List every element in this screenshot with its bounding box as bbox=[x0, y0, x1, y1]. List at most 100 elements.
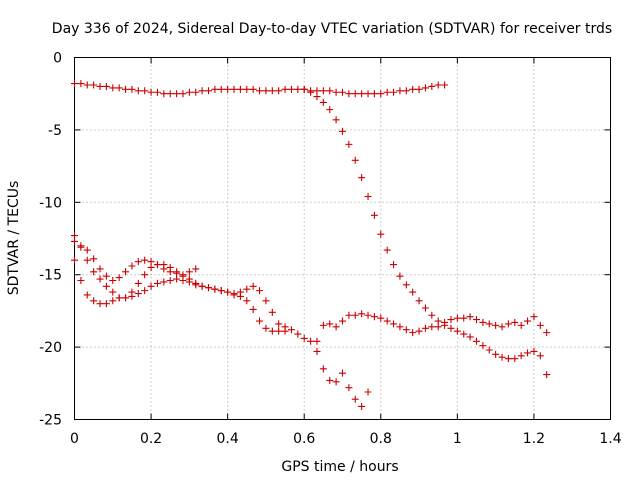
x-axis-tick-labels: 0 0.2 0.4 0.6 0.8 1 1.2 1.4 bbox=[70, 431, 622, 447]
x-tick-label: 1 bbox=[453, 431, 462, 447]
data-point bbox=[141, 256, 149, 264]
data-point bbox=[421, 84, 429, 92]
data-point bbox=[319, 87, 327, 95]
data-point bbox=[83, 246, 91, 254]
data-point bbox=[217, 287, 225, 295]
data-point bbox=[326, 376, 334, 384]
data-point bbox=[313, 347, 321, 355]
data-point bbox=[256, 287, 264, 295]
data-point bbox=[351, 395, 359, 403]
data-point bbox=[351, 156, 359, 164]
data-point bbox=[173, 269, 181, 277]
x-tick-label: 0.2 bbox=[140, 431, 162, 447]
data-point bbox=[428, 311, 436, 319]
data-point bbox=[377, 90, 385, 98]
data-point bbox=[166, 90, 174, 98]
x-tick-label: 0.8 bbox=[370, 431, 392, 447]
data-point bbox=[109, 276, 117, 284]
data-point bbox=[370, 90, 378, 98]
data-point bbox=[185, 88, 193, 96]
data-point bbox=[402, 326, 410, 334]
data-point bbox=[313, 337, 321, 345]
data-point bbox=[473, 337, 480, 345]
data-point bbox=[249, 305, 257, 313]
data-point bbox=[415, 85, 423, 93]
data-point bbox=[383, 317, 391, 325]
data-point bbox=[319, 321, 327, 329]
data-point bbox=[224, 288, 232, 296]
data-point bbox=[390, 88, 398, 96]
data-point bbox=[345, 140, 353, 148]
series-track-e bbox=[71, 237, 289, 335]
data-point bbox=[134, 290, 142, 298]
data-point bbox=[90, 255, 98, 263]
data-point bbox=[517, 352, 525, 360]
data-point bbox=[268, 87, 276, 95]
data-point bbox=[211, 85, 219, 93]
data-point bbox=[109, 288, 117, 296]
data-point bbox=[351, 311, 359, 319]
data-marks bbox=[71, 80, 551, 410]
data-point bbox=[249, 282, 257, 290]
data-point bbox=[530, 347, 538, 355]
data-point bbox=[77, 80, 85, 88]
data-point bbox=[358, 90, 366, 98]
data-point bbox=[147, 88, 155, 96]
data-point bbox=[441, 318, 449, 326]
data-point bbox=[307, 88, 315, 96]
data-point bbox=[134, 279, 142, 287]
data-point bbox=[339, 88, 346, 96]
data-point bbox=[332, 88, 340, 96]
data-point bbox=[275, 87, 283, 95]
x-tick-label: 0.4 bbox=[217, 431, 239, 447]
data-point bbox=[243, 285, 251, 293]
data-point bbox=[453, 327, 461, 335]
data-point bbox=[115, 84, 123, 92]
x-tick-label: 1.2 bbox=[523, 431, 545, 447]
data-point bbox=[383, 88, 391, 96]
y-axis-tick-labels: 0 -5 -10 -15 -20 -25 bbox=[39, 51, 62, 429]
data-point bbox=[262, 324, 270, 332]
data-point bbox=[498, 323, 506, 331]
y-tick-label: -5 bbox=[48, 123, 62, 139]
data-point bbox=[396, 272, 404, 280]
data-point bbox=[205, 284, 212, 292]
series-track-b bbox=[300, 85, 551, 379]
data-point bbox=[524, 349, 532, 357]
data-point bbox=[543, 329, 551, 337]
data-point bbox=[230, 85, 238, 93]
data-point bbox=[211, 285, 219, 293]
data-point bbox=[224, 85, 232, 93]
data-point bbox=[115, 294, 123, 302]
data-point bbox=[402, 87, 410, 95]
data-point bbox=[160, 90, 168, 98]
data-point bbox=[498, 353, 506, 361]
data-point bbox=[160, 278, 168, 286]
data-point bbox=[351, 90, 359, 98]
data-point bbox=[275, 327, 283, 335]
data-point bbox=[434, 81, 442, 89]
data-point bbox=[473, 316, 480, 324]
data-point bbox=[390, 261, 398, 269]
data-point bbox=[102, 300, 110, 308]
data-point bbox=[281, 327, 289, 335]
data-point bbox=[377, 314, 385, 322]
data-point bbox=[71, 80, 78, 88]
data-point bbox=[383, 246, 391, 254]
data-point bbox=[511, 318, 519, 326]
data-point bbox=[364, 193, 372, 201]
data-point bbox=[128, 292, 136, 300]
data-point bbox=[358, 402, 366, 410]
data-point bbox=[287, 85, 295, 93]
data-point bbox=[466, 313, 474, 321]
data-point bbox=[421, 304, 429, 312]
data-point bbox=[173, 90, 181, 98]
data-point bbox=[153, 261, 161, 269]
data-point bbox=[453, 314, 461, 322]
data-point bbox=[96, 265, 104, 273]
data-point bbox=[249, 85, 257, 93]
data-point bbox=[236, 288, 244, 296]
data-point bbox=[134, 258, 142, 266]
data-point bbox=[428, 323, 436, 331]
data-point bbox=[492, 321, 500, 329]
